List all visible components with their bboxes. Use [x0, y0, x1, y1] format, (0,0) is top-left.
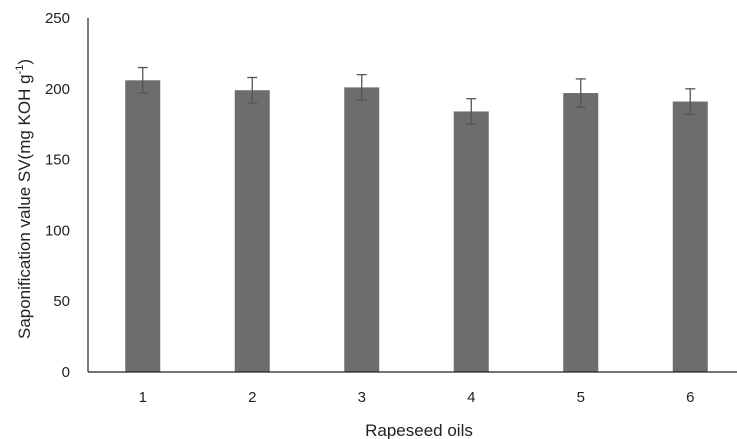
- y-axis-title-superscript: -1: [14, 65, 26, 75]
- y-tick-label-0: 0: [62, 364, 70, 381]
- error-bars-group: [137, 66, 696, 125]
- x-tick-label-3: 3: [358, 389, 366, 406]
- error-bar-4: [466, 98, 477, 125]
- y-tick-labels: 0 50 100 150 200 250: [45, 10, 70, 381]
- y-tick-label-250: 250: [45, 10, 70, 27]
- y-axis-title-close: ): [15, 59, 34, 65]
- x-tick-label-2: 2: [248, 389, 256, 406]
- bar-6: [672, 101, 708, 372]
- y-axis-title: Saponification value SV(mg KOH g-1): [14, 59, 34, 339]
- y-tick-label-100: 100: [45, 222, 70, 239]
- x-tick-label-4: 4: [467, 389, 475, 406]
- error-bar-1: [137, 66, 148, 94]
- y-axis-title-main: Saponification value SV(mg KOH g: [15, 74, 34, 339]
- error-bar-2: [247, 76, 258, 104]
- error-bar-6: [685, 88, 696, 115]
- x-axis-title: Rapeseed oils: [365, 421, 473, 439]
- error-bar-5: [575, 78, 586, 108]
- bar-3: [344, 87, 380, 372]
- x-tick-label-1: 1: [139, 389, 147, 406]
- bars-group: [125, 80, 708, 373]
- bar-2: [234, 90, 270, 372]
- error-bar-3: [356, 73, 367, 101]
- x-tick-label-6: 6: [686, 389, 694, 406]
- bar-1: [125, 80, 161, 372]
- x-tick-labels: 1 2 3 4 5 6: [139, 389, 695, 406]
- bar-5: [563, 93, 599, 372]
- y-tick-label-50: 50: [53, 293, 70, 310]
- x-tick-label-5: 5: [577, 389, 585, 406]
- y-tick-label-150: 150: [45, 152, 70, 169]
- y-tick-label-200: 200: [45, 81, 70, 98]
- bar-4: [453, 111, 489, 373]
